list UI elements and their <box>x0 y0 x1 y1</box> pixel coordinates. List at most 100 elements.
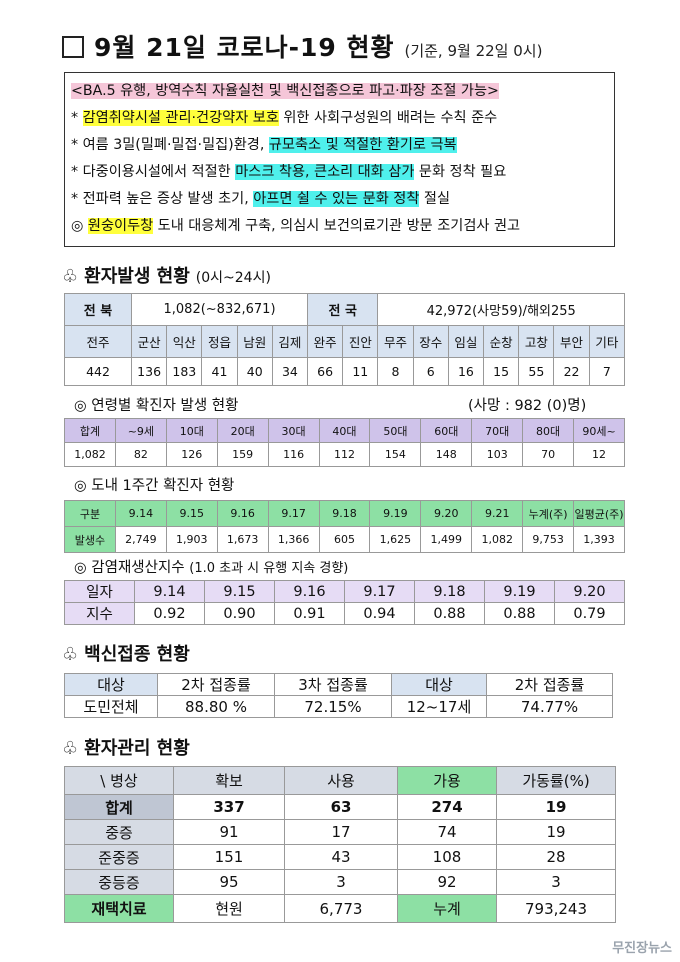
bullet: ◎ <box>71 218 84 234</box>
table-cell: 완주 <box>307 325 344 358</box>
care-cell: 274 <box>397 794 497 820</box>
care-cell: 3 <box>496 869 616 895</box>
table-cell: 9.20 <box>554 580 625 603</box>
notice-headline: <BA.5 유행, 방역수칙 자율실천 및 백신접종으로 파고·파장 조절 가능… <box>71 83 499 99</box>
national-value: 42,972(사망59)/해외255 <box>377 293 625 326</box>
table-cell: 6 <box>412 357 449 386</box>
table-cell: 군산 <box>130 325 168 358</box>
table-cell: 7 <box>588 357 626 386</box>
table-cell: 9.19 <box>369 500 422 527</box>
table-cell: 40 <box>236 357 273 386</box>
care-cell: 151 <box>173 844 285 870</box>
table-cell: 장수 <box>412 325 449 358</box>
vaccine-cell: 72.15% <box>274 695 392 718</box>
table-cell: 무주 <box>377 325 414 358</box>
rt-label-row: 일자 9.14 9.15 9.16 9.17 9.18 9.19 9.20 <box>64 580 625 603</box>
notice-line: * 감염취약시설 관리·건강약자 보호 위한 사회구성원의 배려는 수칙 준수 <box>71 105 608 132</box>
table-cell: 9.15 <box>204 580 275 603</box>
vaccine-cell: 2차 접종률 <box>157 673 275 696</box>
vaccine-cell: 12~17세 <box>391 695 487 718</box>
table-cell: 112 <box>318 442 371 467</box>
care-cell: 91 <box>173 819 285 845</box>
table-cell: 116 <box>267 442 320 467</box>
table-cell: 고창 <box>518 325 555 358</box>
care-table: \ 병상 확보 사용 가용 가동률(%) 합계 337 63 274 19 중증 91 17 7… <box>64 766 616 923</box>
table-cell: 70대 <box>471 418 524 443</box>
table-cell: 66 <box>307 357 344 386</box>
bullet: * <box>71 191 79 207</box>
table-cell: 남원 <box>236 325 273 358</box>
vaccine-cell: 88.80 % <box>157 695 275 718</box>
table-cell: 1,393 <box>573 526 625 553</box>
care-cell: 92 <box>397 869 497 895</box>
care-heading: ♧ 환자관리 현황 <box>62 738 190 759</box>
highlight: 규모축소 및 적절한 환기로 극복 <box>268 137 457 153</box>
watermark: 무진장뉴스 <box>612 941 672 956</box>
notice-box: <BA.5 유행, 방역수칙 자율실천 및 백신접종으로 파고·파장 조절 가능… <box>64 72 615 247</box>
weekly-table: 구분 9.14 9.15 9.16 9.17 9.18 9.19 9.20 9.21 누계(주) 일… <box>64 500 625 553</box>
notice-text: 전파력 높은 증상 발생 초기, <box>82 191 254 207</box>
table-cell: 9.16 <box>216 500 269 527</box>
bullet: * <box>71 137 79 153</box>
table-cell: 11 <box>342 357 379 386</box>
table-cell: 순창 <box>483 325 520 358</box>
table-cell: 136 <box>130 357 168 386</box>
table-cell: 50대 <box>369 418 422 443</box>
care-cell: 합계 <box>64 794 174 820</box>
jeonbuk-value: 1,082(~832,671) <box>130 293 309 326</box>
count-row: 442 136 183 41 40 34 66 11 8 6 16 15 55 22 7 <box>64 357 626 386</box>
table-cell: 60대 <box>420 418 473 443</box>
notice-text: 다중이용시설에서 적절한 <box>82 164 236 180</box>
table-cell: 9.19 <box>484 580 555 603</box>
table-cell: 9.21 <box>471 500 524 527</box>
rt-note: (1.0 초과 시 유행 지속 경향) <box>189 561 349 576</box>
table-cell: ~9세 <box>114 418 167 443</box>
notice-text: 도내 대응체계 구축, 의심시 보건의료기관 방문 조기검사 권고 <box>153 218 521 234</box>
care-row: 준중증 151 43 108 28 <box>64 844 616 870</box>
care-total-row: 합계 337 63 274 19 <box>64 794 616 820</box>
table-cell: 12 <box>573 442 625 467</box>
care-cell: 가동률(%) <box>496 766 616 795</box>
table-cell: 지수 <box>64 602 135 625</box>
bullet: * <box>71 110 79 126</box>
jeonbuk-label: 전 북 <box>64 293 132 326</box>
age-label-row: 합계 ~9세 10대 20대 30대 40대 50대 60대 70대 80대 90세~ <box>64 418 625 443</box>
table-cell: 605 <box>318 526 371 553</box>
care-home-row: 재택치료 현원 6,773 누계 793,243 <box>64 894 616 923</box>
notice-text: 문화 정착 필요 <box>414 164 507 180</box>
vaccine-heading: ♧ 백신접종 현황 <box>62 644 190 665</box>
table-cell: 2,749 <box>114 526 167 553</box>
notice-line: * 전파력 높은 증상 발생 초기, 아프면 쉴 수 있는 문화 정착 절실 <box>71 186 608 213</box>
table-cell: 김제 <box>271 325 309 358</box>
table-cell: 9.18 <box>414 580 485 603</box>
table-cell: 9.18 <box>318 500 371 527</box>
table-cell: 40대 <box>318 418 371 443</box>
table-cell: 34 <box>271 357 309 386</box>
clover-icon: ♧ <box>62 266 79 287</box>
table-cell: 16 <box>447 357 485 386</box>
table-cell: 41 <box>201 357 238 386</box>
care-cell: 가용 <box>397 766 497 795</box>
table-cell: 9.14 <box>134 580 205 603</box>
notice-line: * 다중이용시설에서 적절한 마스크 착용, 큰소리 대화 삼가 문화 정착 필… <box>71 159 608 186</box>
vaccine-value-row: 도민전체 88.80 % 72.15% 12~17세 74.77% <box>64 695 613 718</box>
notice-text: 절실 <box>419 191 451 207</box>
national-label: 전 국 <box>307 293 379 326</box>
care-cell: 19 <box>496 819 616 845</box>
page-title: 9월 21일 코로나-19 현황 (기준, 9월 22일 0시) <box>62 28 542 64</box>
table-cell: 일자 <box>64 580 135 603</box>
highlight: 마스크 착용, 큰소리 대화 삼가 <box>235 164 415 180</box>
age-heading: ◎ 연령별 확진자 발생 현황 <box>74 398 239 414</box>
table-cell: 22 <box>553 357 590 386</box>
table-cell: 9.16 <box>274 580 345 603</box>
table-cell: 전주 <box>64 325 132 358</box>
table-cell: 9.20 <box>420 500 473 527</box>
table-cell: 1,082 <box>64 442 116 467</box>
table-cell: 9.17 <box>344 580 415 603</box>
care-cell: 793,243 <box>496 894 616 923</box>
care-cell: 준중증 <box>64 844 174 870</box>
care-body: 합계 337 63 274 19 중증 91 17 74 19 준중증 151 43 108 28 중등증 95… <box>64 794 616 895</box>
weekly-heading: ◎ 도내 1주간 확진자 현황 <box>74 478 235 494</box>
age-table: 합계 ~9세 10대 20대 30대 40대 50대 60대 70대 80대 90세~ 1,082 8… <box>64 418 625 467</box>
vaccine-cell: 대상 <box>391 673 487 696</box>
